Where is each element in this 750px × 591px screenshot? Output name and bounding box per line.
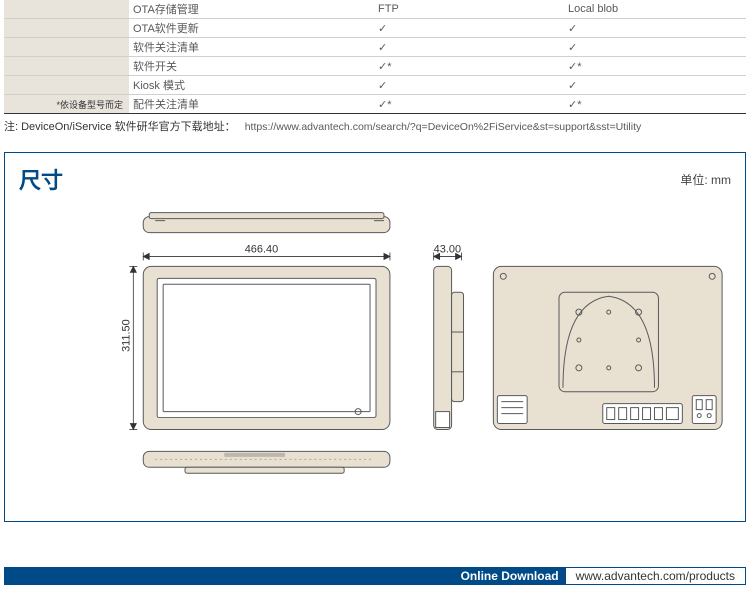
row-software-switch: 软件开关 [129,57,374,76]
cell: ✓ [374,76,564,95]
dimension-drawings: 466.40 311.50 43.00 [5,153,745,521]
cell: ✓ [564,19,746,38]
cell-header-b: Local blob [564,0,746,19]
feature-table: OTA存储管理 FTP Local blob OTA软件更新 ✓ ✓ 软件关注清… [4,0,746,114]
cell: ✓* [374,95,564,114]
cell: ✓* [564,95,746,114]
dim-depth-label: 43.00 [434,243,461,255]
note-prefix: 注: DeviceOn/iService 软件研华官方下载地址： [4,121,236,133]
footer-download-label: Online Download [455,567,565,585]
download-note: 注: DeviceOn/iService 软件研华官方下载地址： https:/… [4,118,750,134]
footer-url: www.advantech.com/products [565,567,746,585]
cell: ✓* [564,57,746,76]
dimensions-panel: 尺寸 单位: mm 466.40 [4,152,746,522]
row-kiosk: Kiosk 模式 [129,76,374,95]
cell: ✓* [374,57,564,76]
cell: ✓ [564,76,746,95]
cell: ✓ [374,38,564,57]
footnote-device-model: *依设备型号而定 [4,95,129,114]
row-ota-update: OTA软件更新 [129,19,374,38]
cell: ✓ [564,38,746,57]
row-software-watch: 软件关注清单 [129,38,374,57]
footer-bar: Online Download www.advantech.com/produc… [4,567,746,585]
note-url: https://www.advantech.com/search/?q=Devi… [245,121,642,133]
cell: ✓ [374,19,564,38]
row-accessory-watch: 配件关注清单 [129,95,374,114]
dim-width-label: 466.40 [245,243,278,255]
dim-height-label: 311.50 [120,319,132,352]
row-ota-storage: OTA存储管理 [129,0,374,19]
cell-header-a: FTP [374,0,564,19]
